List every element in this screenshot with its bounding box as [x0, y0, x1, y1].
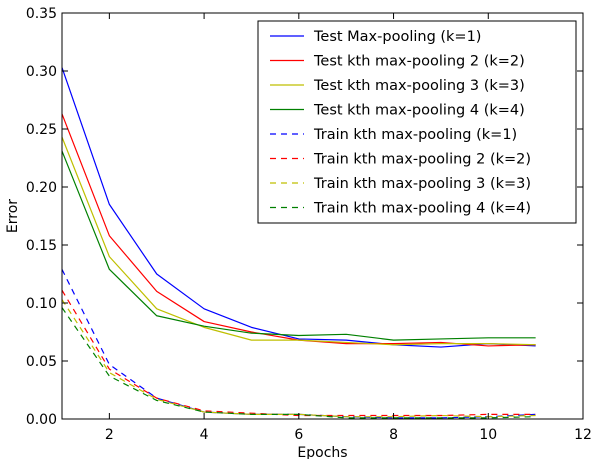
legend-label-2: Test kth max-pooling 2 (k=2) — [313, 54, 525, 70]
series-line-4 — [61, 150, 536, 341]
y-tick-label: 0.30 — [26, 64, 57, 80]
plot-frame — [61, 12, 584, 420]
x-tick-label: 2 — [105, 427, 114, 443]
legend-box — [257, 20, 577, 224]
x-tick-label: 10 — [479, 427, 497, 443]
legend-label-6: Train kth max-pooling 2 (k=2) — [313, 152, 531, 168]
legend-label-1: Test Max-pooling (k=1) — [313, 29, 481, 45]
y-tick-label: 0.20 — [26, 180, 57, 196]
y-tick-label: 0.05 — [26, 354, 57, 370]
series-line-1 — [61, 67, 536, 348]
y-tick-label: 0.35 — [26, 6, 57, 22]
x-tick-label: 12 — [574, 427, 592, 443]
legend-label-7: Train kth max-pooling 3 (k=3) — [313, 176, 531, 192]
series-line-7 — [61, 299, 536, 418]
series-line-3 — [61, 136, 536, 346]
legend-label-3: Test kth max-pooling 3 (k=3) — [313, 78, 525, 94]
legend-label-8: Train kth max-pooling 4 (k=4) — [313, 201, 531, 217]
y-tick-label: 0.25 — [26, 122, 57, 138]
y-tick-label: 0.10 — [26, 296, 57, 312]
x-axis-label: Epochs — [297, 445, 347, 459]
y-axis-label: Error — [5, 199, 21, 233]
x-tick-label: 6 — [294, 427, 303, 443]
y-tick-label: 0.00 — [26, 412, 57, 428]
x-tick-label: 4 — [200, 427, 209, 443]
legend: Test Max-pooling (k=1) Test kth max-pooli… — [257, 20, 577, 224]
x-tick-label: 8 — [389, 427, 398, 443]
legend-label-5: Train kth max-pooling (k=1) — [313, 127, 517, 143]
y-tick-label: 0.15 — [26, 238, 57, 254]
legend-label-4: Test kth max-pooling 4 (k=4) — [313, 103, 525, 119]
